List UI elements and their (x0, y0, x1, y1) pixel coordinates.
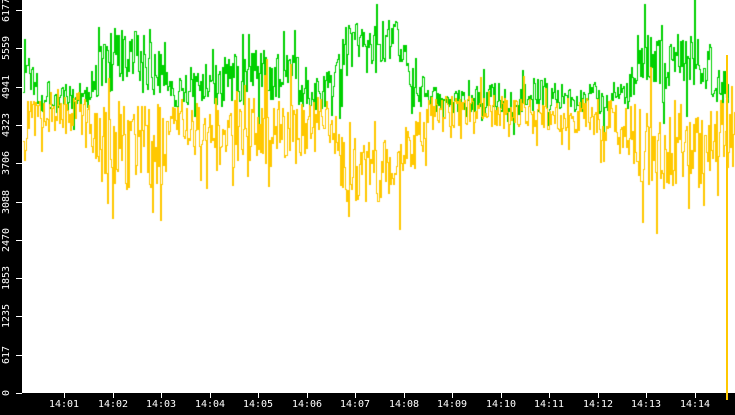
y-axis-tick (16, 316, 22, 317)
y-axis-tick (16, 10, 22, 11)
x-axis-tick-label: 14:09 (436, 399, 468, 410)
x-axis-tick (113, 393, 114, 398)
y-axis-tick-label: 4323 (1, 112, 12, 138)
x-axis-tick (404, 393, 405, 398)
x-axis-tick (258, 393, 259, 398)
y-axis-tick-label: 2470 (1, 227, 12, 253)
x-axis-tick (64, 393, 65, 398)
x-axis-tick-label: 14:04 (194, 399, 226, 410)
y-axis-tick (16, 87, 22, 88)
y-axis-tick-label: 6177 (1, 0, 12, 23)
y-axis-tick (16, 163, 22, 164)
x-axis-tick-label: 14:01 (48, 399, 80, 410)
x-axis-tick-label: 14:02 (97, 399, 129, 410)
x-axis-tick-label: 14:13 (630, 399, 662, 410)
x-axis-tick-label: 14:07 (339, 399, 371, 410)
y-axis-tick-label: 4941 (1, 74, 12, 100)
x-axis-tick (161, 393, 162, 398)
y-axis-tick-label: 1235 (1, 303, 12, 329)
y-axis-tick-label: 1853 (1, 265, 12, 291)
x-axis-tick (501, 393, 502, 398)
y-axis-tick (16, 125, 22, 126)
y-axis-tick-label: 0 (1, 389, 12, 397)
x-axis-tick (307, 393, 308, 398)
x-axis-tick (695, 393, 696, 398)
plot-area (22, 0, 735, 393)
x-axis-tick (210, 393, 211, 398)
current-position-cursor-line (726, 55, 728, 400)
y-axis-tick (16, 278, 22, 279)
y-axis-tick (16, 202, 22, 203)
y-axis-tick (16, 240, 22, 241)
x-axis-tick-label: 14:12 (582, 399, 614, 410)
x-axis-tick (355, 393, 356, 398)
y-axis-tick (16, 393, 22, 394)
y-axis-tick (16, 355, 22, 356)
x-axis-band: 14:01 14:02 14:03 14:04 14:05 14:06 14:07 14:08… (0, 393, 735, 415)
y-axis-tick-label: 5559 (1, 35, 12, 61)
x-axis-tick-label: 14:05 (242, 399, 274, 410)
x-axis-tick-label: 14:11 (533, 399, 565, 410)
y-axis-tick-label: 617 (1, 345, 12, 365)
x-axis-tick (452, 393, 453, 398)
x-axis-tick-label: 14:03 (145, 399, 177, 410)
x-axis-tick-label: 14:06 (291, 399, 323, 410)
y-axis-tick-label: 3088 (1, 189, 12, 215)
y-axis-tick-label: 3706 (1, 150, 12, 176)
x-axis-tick-label: 14:08 (388, 399, 420, 410)
x-axis-tick-label: 14:10 (485, 399, 517, 410)
y-axis-tick (16, 48, 22, 49)
x-axis-tick-label: 14:14 (679, 399, 711, 410)
y-axis-band: 0 617 1235 1853 2470 3088 3706 4323 4941 5559 6177 (0, 0, 22, 415)
x-axis-tick (598, 393, 599, 398)
x-axis-tick (646, 393, 647, 398)
x-axis-tick (549, 393, 550, 398)
